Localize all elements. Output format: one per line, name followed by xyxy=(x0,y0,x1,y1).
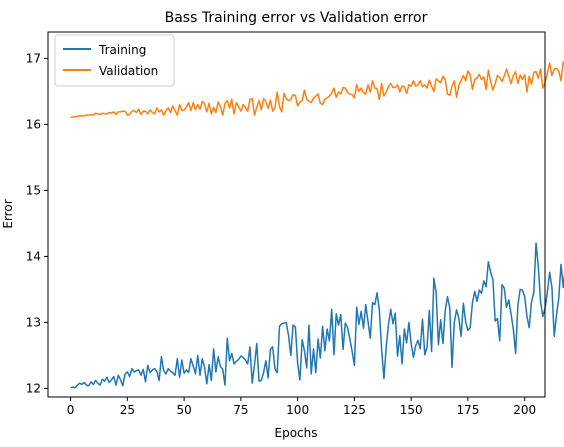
x-tick-label: 50 xyxy=(176,403,191,417)
x-tick-label: 175 xyxy=(456,403,479,417)
x-tick-label: 150 xyxy=(400,403,423,417)
x-tick-label: 125 xyxy=(343,403,366,417)
chart-title: Bass Training error vs Validation error xyxy=(165,10,428,26)
x-tick-label: 75 xyxy=(233,403,248,417)
y-tick-label: 16 xyxy=(26,117,41,131)
y-tick-label: 12 xyxy=(26,381,41,395)
series-line-validation xyxy=(70,60,564,118)
legend-frame xyxy=(54,34,175,87)
x-axis-label: Epochs xyxy=(275,426,318,440)
legend-label-validation: Validation xyxy=(99,64,158,78)
x-tick-label: 200 xyxy=(513,403,536,417)
y-tick-label: 17 xyxy=(26,51,41,65)
y-tick-label: 14 xyxy=(26,249,41,263)
y-tick-label: 13 xyxy=(26,315,41,329)
series-line-training xyxy=(70,242,564,389)
plot-frame xyxy=(47,31,546,398)
x-tick-label: 0 xyxy=(67,403,75,417)
y-tick-label: 15 xyxy=(26,183,41,197)
legend: Training Validation xyxy=(54,34,175,87)
legend-label-training: Training xyxy=(98,43,146,57)
x-tick-label: 100 xyxy=(286,403,309,417)
x-tick-label: 25 xyxy=(120,403,135,417)
y-axis-label: Error xyxy=(1,199,15,228)
plot-area: 0 25 50 75 100 125 150 175 200 12 13 14 15 16 17 xyxy=(26,31,564,417)
